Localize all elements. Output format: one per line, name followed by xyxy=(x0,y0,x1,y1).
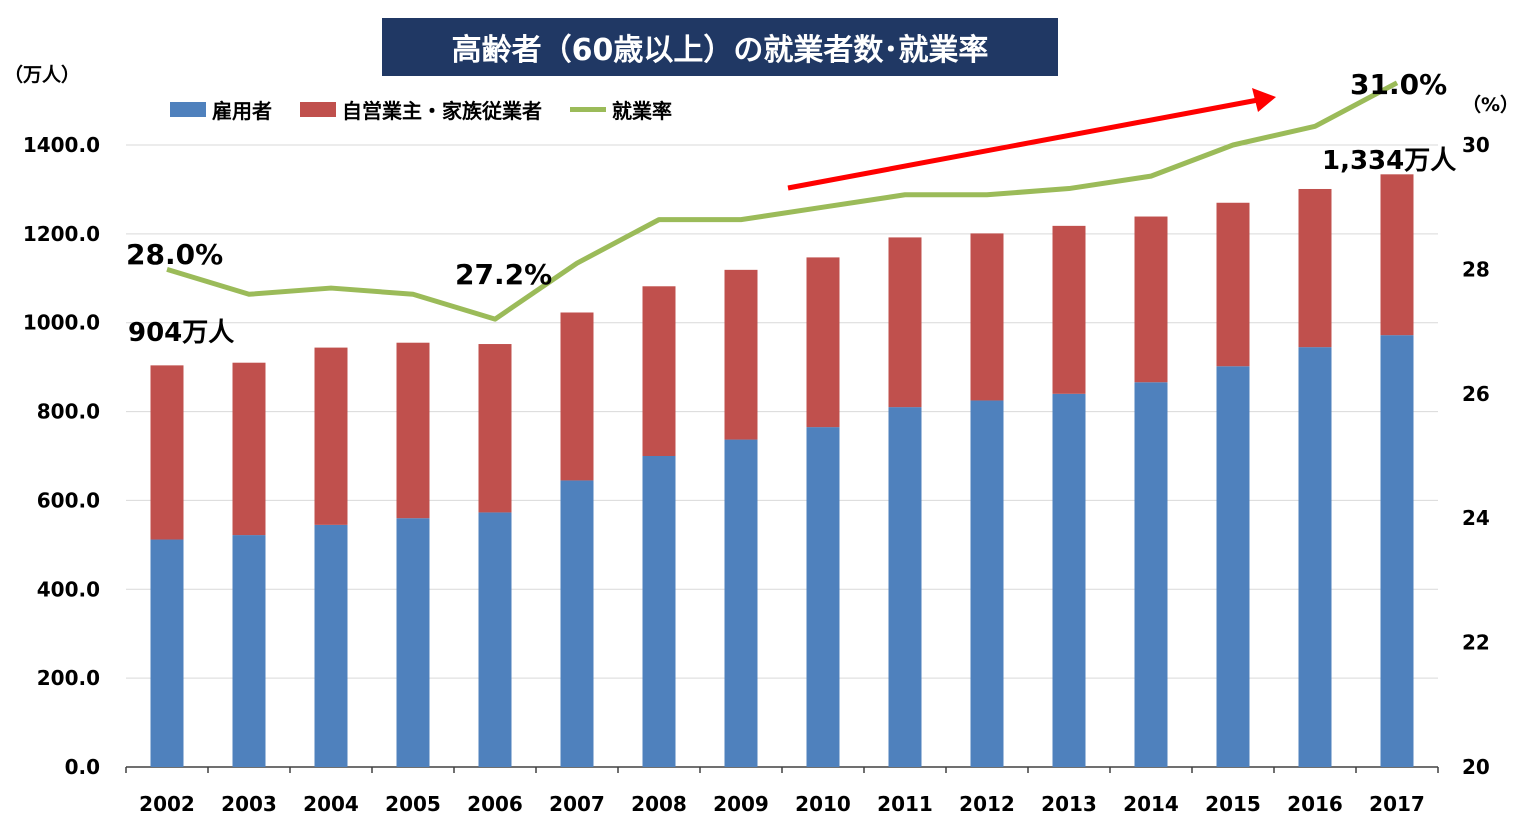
bar-self-employed-2013 xyxy=(1052,225,1086,394)
y-right-tick-label: 30 xyxy=(1462,133,1490,157)
rate-label-2002: 28.0% xyxy=(126,238,224,271)
x-tick-label: 2016 xyxy=(1287,792,1343,814)
bar-self-employed-2016 xyxy=(1298,188,1332,348)
bar-self-employed-2006 xyxy=(478,344,512,513)
bar-employees-2002 xyxy=(150,539,184,767)
y-left-tick-label: 1000.0 xyxy=(23,311,100,335)
bar-employees-2007 xyxy=(560,480,594,767)
trend-arrow-head xyxy=(1252,88,1276,112)
bar-employees-2014 xyxy=(1134,382,1168,767)
bar-self-employed-2002 xyxy=(150,365,184,540)
legend-item-rate: 就業率 xyxy=(570,95,672,124)
legend-swatch-employees xyxy=(170,102,206,117)
x-tick-label: 2014 xyxy=(1123,792,1179,814)
bar-self-employed-2015 xyxy=(1216,202,1250,367)
bar-employees-2006 xyxy=(478,512,512,767)
bar-employees-2005 xyxy=(396,518,430,767)
y-left-tick-label: 0.0 xyxy=(65,755,100,779)
rate-label-2017: 31.0% xyxy=(1350,68,1448,101)
bar-employees-2017 xyxy=(1380,335,1414,767)
x-tick-label: 2009 xyxy=(713,792,769,814)
rate-label-2006: 27.2% xyxy=(455,258,553,291)
x-tick-label: 2010 xyxy=(795,792,851,814)
x-tick-label: 2002 xyxy=(139,792,195,814)
x-tick-label: 2013 xyxy=(1041,792,1097,814)
total-label-2002: 904万人 xyxy=(128,318,235,348)
legend-label-rate: 就業率 xyxy=(612,99,672,123)
y-right-tick-label: 26 xyxy=(1462,382,1490,406)
y-left-tick-label: 800.0 xyxy=(37,400,100,424)
y-right-tick-label: 24 xyxy=(1462,506,1490,530)
y-left-tick-label: 600.0 xyxy=(37,488,100,512)
legend-label-self-employed: 自営業主・家族従業者 xyxy=(342,99,542,123)
right-axis-unit: （%） xyxy=(1462,94,1513,116)
rate-line xyxy=(166,80,1399,322)
y-right-tick-label: 28 xyxy=(1462,257,1490,281)
legend-label-employees: 雇用者 xyxy=(212,99,272,123)
bar-self-employed-2014 xyxy=(1134,216,1168,383)
legend: 雇用者 自営業主・家族従業者 就業率 xyxy=(170,95,700,124)
bar-employees-2004 xyxy=(314,524,348,767)
x-tick-label: 2008 xyxy=(631,792,687,814)
bar-self-employed-2009 xyxy=(724,269,758,440)
bar-employees-2009 xyxy=(724,439,758,767)
legend-item-self-employed: 自営業主・家族従業者 xyxy=(300,95,542,124)
bar-employees-2003 xyxy=(232,535,266,767)
bar-self-employed-2017 xyxy=(1380,174,1414,336)
bar-employees-2013 xyxy=(1052,393,1086,767)
y-right-tick-label: 22 xyxy=(1462,631,1490,655)
bar-self-employed-2008 xyxy=(642,286,676,456)
bar-employees-2015 xyxy=(1216,366,1250,767)
bar-self-employed-2005 xyxy=(396,342,430,519)
bar-employees-2012 xyxy=(970,400,1004,767)
bar-self-employed-2010 xyxy=(806,257,840,428)
legend-swatch-self-employed xyxy=(300,102,336,117)
legend-item-employees: 雇用者 xyxy=(170,95,272,124)
x-tick-label: 2006 xyxy=(467,792,523,814)
trend-arrow-shaft xyxy=(787,97,1259,191)
x-tick-label: 2012 xyxy=(959,792,1015,814)
legend-swatch-rate xyxy=(570,107,606,112)
bar-self-employed-2007 xyxy=(560,312,594,481)
y-left-tick-label: 200.0 xyxy=(37,666,100,690)
y-right-tick-label: 20 xyxy=(1462,755,1490,779)
bar-self-employed-2004 xyxy=(314,347,348,525)
x-tick-label: 2015 xyxy=(1205,792,1261,814)
x-tick-label: 2011 xyxy=(877,792,933,814)
total-label-2017: 1,334万人 xyxy=(1322,146,1457,176)
x-tick-label: 2005 xyxy=(385,792,441,814)
chart-title: 高齢者（60歳以上）の就業者数･就業率 xyxy=(382,18,1058,76)
x-tick-label: 2007 xyxy=(549,792,605,814)
y-left-tick-label: 1200.0 xyxy=(23,222,100,246)
x-tick-label: 2017 xyxy=(1369,792,1425,814)
y-left-tick-label: 1400.0 xyxy=(23,133,100,157)
bar-employees-2011 xyxy=(888,407,922,767)
bar-employees-2016 xyxy=(1298,347,1332,767)
x-tick-label: 2004 xyxy=(303,792,359,814)
bar-self-employed-2012 xyxy=(970,233,1004,401)
bar-self-employed-2003 xyxy=(232,362,266,536)
bar-self-employed-2011 xyxy=(888,237,922,408)
bar-employees-2010 xyxy=(806,427,840,767)
bar-employees-2008 xyxy=(642,456,676,767)
x-tick-label: 2003 xyxy=(221,792,277,814)
left-axis-unit: （万人） xyxy=(4,64,81,86)
y-left-tick-label: 400.0 xyxy=(37,577,100,601)
